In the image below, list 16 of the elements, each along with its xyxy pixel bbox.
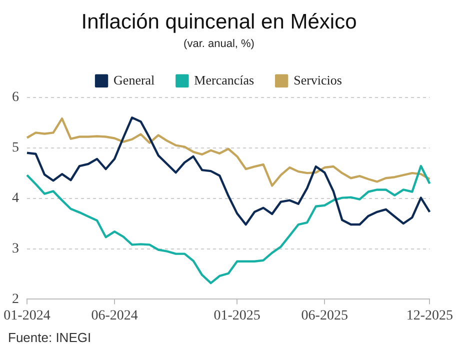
x-tick-label: 01-2025 — [214, 308, 260, 324]
y-tick-label: 4 — [12, 190, 19, 206]
x-tick-label: 01-2024 — [4, 308, 50, 324]
y-tick-label: 6 — [12, 90, 19, 106]
y-tick-label: 5 — [12, 140, 19, 156]
x-tick-label: 06-2025 — [301, 308, 348, 324]
source-note: Fuente: INEGI — [8, 330, 92, 346]
chart-subtitle: (var. anual, %) — [184, 38, 254, 50]
y-tick-label: 2 — [12, 292, 19, 307]
legend-label: Mercancías — [194, 72, 254, 88]
x-tick-label: 12-2025 — [406, 308, 454, 324]
y-tick-label: 3 — [12, 241, 19, 256]
legend-label: Servicios — [294, 72, 342, 88]
x-tick-label: 06-2024 — [91, 308, 138, 324]
legend-label: General — [114, 72, 156, 88]
chart-title: Inflación quincenal en México — [81, 10, 357, 34]
